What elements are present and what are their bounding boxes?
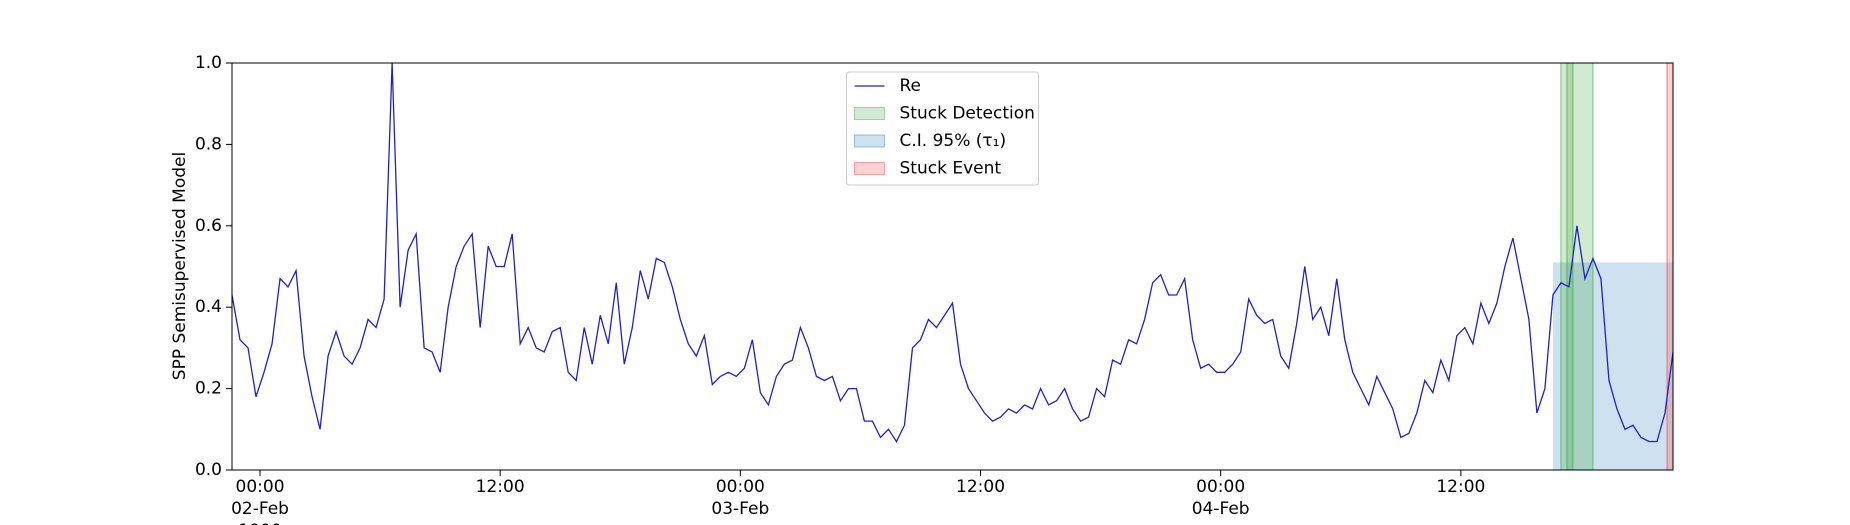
legend-patch	[854, 107, 885, 120]
legend-label: Stuck Event	[900, 159, 1002, 179]
y-axis-label: SPP Semisupervised Model	[170, 152, 190, 380]
y-tick-label: 0.6	[195, 216, 222, 236]
x-tick-label: 12:00	[1436, 477, 1485, 497]
legend-patch	[854, 134, 885, 148]
x-tick-label: 00:00 03-Feb	[711, 477, 769, 519]
x-tick-label: 00:00 04-Feb	[1192, 477, 1250, 519]
y-tick-label: 0.2	[195, 379, 222, 399]
y-tick-label: 0.4	[195, 297, 222, 317]
y-tick-label: 0.0	[195, 460, 222, 480]
legend-patch	[854, 162, 885, 175]
x-tick-label: 12:00	[476, 477, 525, 497]
y-tick-label: 1.0	[195, 53, 222, 73]
span-region	[1666, 62, 1674, 471]
data-line	[231, 62, 1674, 443]
legend-label: C.I. 95% (τ₁)	[900, 131, 1007, 151]
y-tick-label: 0.8	[195, 134, 222, 154]
legend-label: Re	[900, 76, 922, 96]
plot-frame	[231, 62, 1674, 471]
span-region	[1560, 62, 1594, 471]
x-tick-label: 12:00	[956, 477, 1005, 497]
legend-box	[846, 71, 1039, 186]
legend-label: Stuck Detection	[900, 104, 1035, 124]
